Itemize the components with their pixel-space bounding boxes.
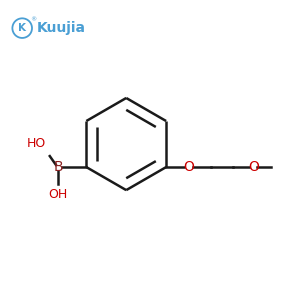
Text: OH: OH <box>49 188 68 201</box>
Text: ®: ® <box>30 17 36 22</box>
Text: K: K <box>18 23 26 33</box>
Text: B: B <box>53 160 63 174</box>
Text: Kuujia: Kuujia <box>36 21 85 35</box>
Text: O: O <box>248 160 259 174</box>
Text: HO: HO <box>27 137 46 150</box>
Text: O: O <box>183 160 194 174</box>
